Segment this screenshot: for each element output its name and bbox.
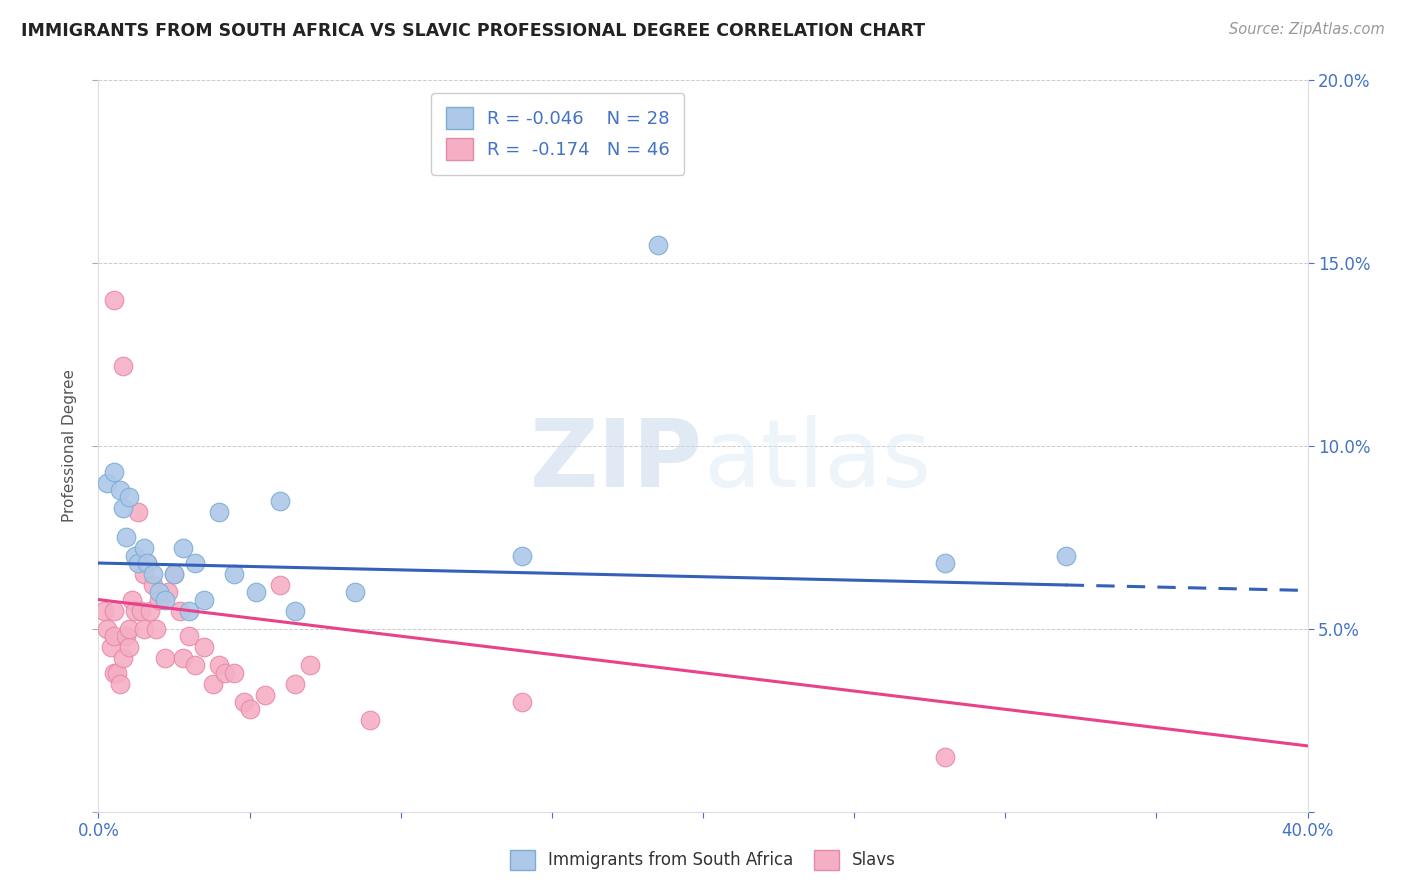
Text: ZIP: ZIP — [530, 415, 703, 507]
Text: IMMIGRANTS FROM SOUTH AFRICA VS SLAVIC PROFESSIONAL DEGREE CORRELATION CHART: IMMIGRANTS FROM SOUTH AFRICA VS SLAVIC P… — [21, 22, 925, 40]
Point — [163, 567, 186, 582]
Point — [647, 238, 669, 252]
Point — [179, 603, 201, 617]
Point — [208, 505, 231, 519]
Point — [114, 530, 136, 544]
Point — [284, 603, 307, 617]
Point — [145, 622, 167, 636]
Point — [127, 556, 149, 570]
Point — [139, 603, 162, 617]
Point — [224, 665, 246, 680]
Point — [124, 549, 146, 563]
Point — [114, 629, 136, 643]
Point — [208, 658, 231, 673]
Point — [360, 714, 382, 728]
Point — [193, 640, 215, 655]
Point — [934, 556, 956, 570]
Point — [153, 592, 176, 607]
Point — [163, 567, 186, 582]
Point — [253, 688, 276, 702]
Point — [239, 702, 262, 716]
Point — [284, 676, 307, 690]
Point — [269, 494, 291, 508]
Point — [1054, 549, 1077, 563]
Point — [135, 556, 157, 570]
Point — [111, 501, 134, 516]
Point — [299, 658, 322, 673]
Point — [124, 603, 146, 617]
Point — [132, 541, 155, 556]
Point — [202, 676, 225, 690]
Point — [111, 651, 134, 665]
Point — [93, 603, 115, 617]
Point — [135, 556, 157, 570]
Point — [129, 603, 152, 617]
Point — [184, 556, 207, 570]
Point — [105, 665, 128, 680]
Text: atlas: atlas — [703, 415, 931, 507]
Point — [118, 640, 141, 655]
Point — [103, 465, 125, 479]
Point — [510, 695, 533, 709]
Text: Source: ZipAtlas.com: Source: ZipAtlas.com — [1229, 22, 1385, 37]
Point — [132, 567, 155, 582]
Point — [118, 490, 141, 504]
Point — [103, 629, 125, 643]
Point — [118, 622, 141, 636]
Legend: Immigrants from South Africa, Slavs: Immigrants from South Africa, Slavs — [503, 843, 903, 877]
Point — [214, 665, 236, 680]
Point — [148, 592, 170, 607]
Point — [179, 629, 201, 643]
Point — [224, 567, 246, 582]
Y-axis label: Professional Degree: Professional Degree — [62, 369, 77, 523]
Point — [153, 651, 176, 665]
Point — [934, 749, 956, 764]
Point — [344, 585, 367, 599]
Point — [111, 359, 134, 373]
Point — [510, 549, 533, 563]
Point — [96, 475, 118, 490]
Point — [142, 578, 165, 592]
Point — [96, 622, 118, 636]
Point — [232, 695, 254, 709]
Point — [100, 640, 122, 655]
Point — [184, 658, 207, 673]
Point — [108, 483, 131, 497]
Point — [156, 585, 179, 599]
Point — [132, 622, 155, 636]
Point — [172, 651, 194, 665]
Point — [169, 603, 191, 617]
Point — [108, 676, 131, 690]
Point — [127, 505, 149, 519]
Point — [121, 592, 143, 607]
Point — [269, 578, 291, 592]
Point — [103, 603, 125, 617]
Point — [142, 567, 165, 582]
Point — [148, 585, 170, 599]
Legend: R = -0.046    N = 28, R =  -0.174   N = 46: R = -0.046 N = 28, R = -0.174 N = 46 — [432, 93, 685, 175]
Point — [245, 585, 267, 599]
Point — [193, 592, 215, 607]
Point — [103, 665, 125, 680]
Point — [103, 293, 125, 307]
Point — [172, 541, 194, 556]
